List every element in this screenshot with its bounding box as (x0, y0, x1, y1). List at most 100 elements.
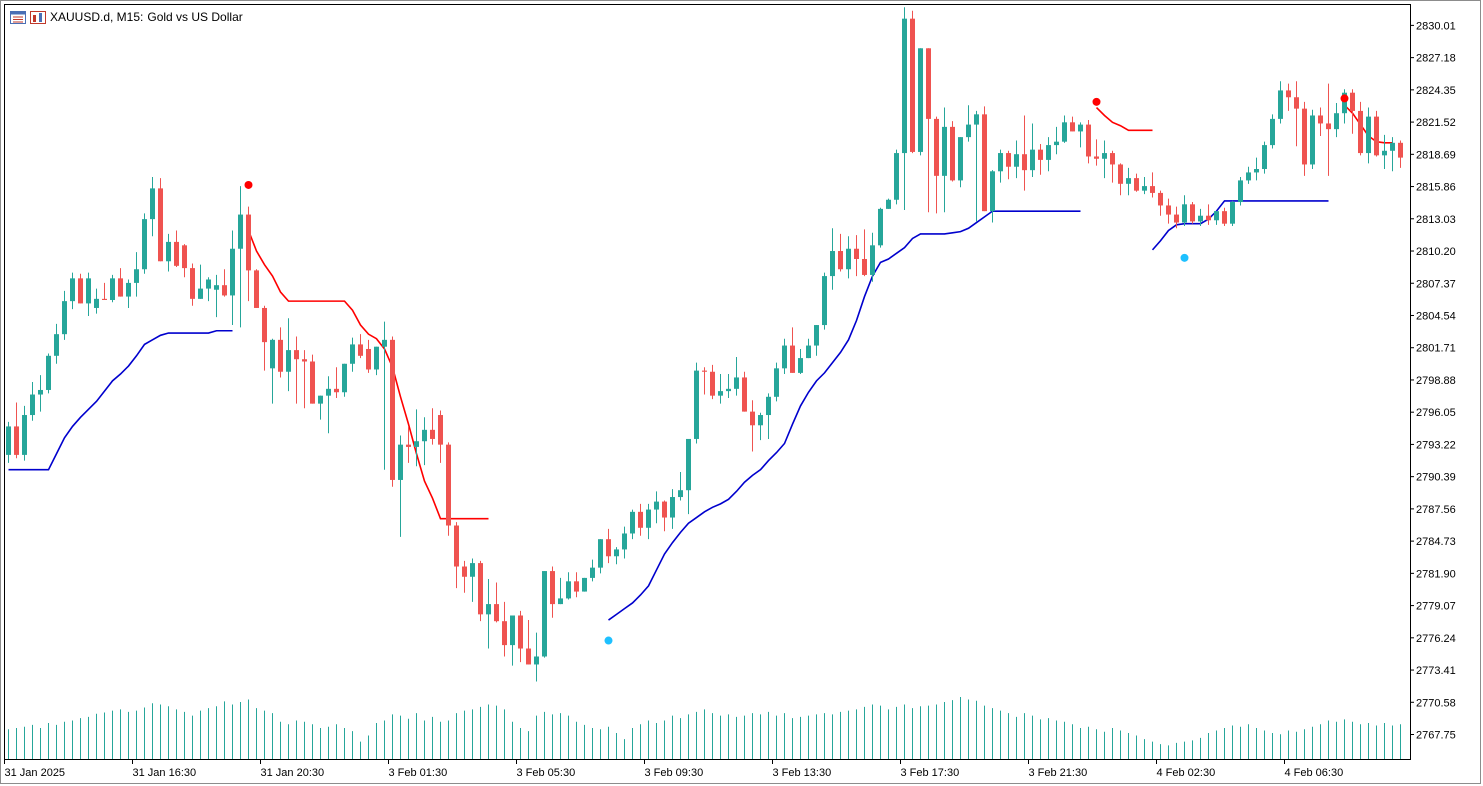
candle-body (166, 241, 171, 262)
candle-body (1382, 150, 1387, 156)
candle (878, 207, 883, 248)
candle-body (214, 285, 219, 290)
price-tick-label: 2790.39 (1416, 472, 1456, 484)
candle-body (646, 509, 651, 528)
time-tick-label: 3 Feb 09:30 (645, 767, 704, 779)
candle (862, 229, 867, 277)
candle-body (78, 278, 83, 304)
candle-body (1046, 145, 1051, 160)
candle-body (1294, 97, 1299, 109)
price-tick-label: 2781.90 (1416, 568, 1456, 580)
chart-window-icon[interactable] (10, 10, 26, 24)
price-tick-label: 2813.03 (1416, 214, 1456, 226)
candle (526, 620, 531, 665)
candle-body (134, 269, 139, 283)
price-tick-label: 2821.52 (1416, 117, 1456, 129)
candle (590, 559, 595, 582)
candle-body (942, 126, 947, 176)
time-tick-label: 3 Feb 01:30 (389, 767, 448, 779)
candle (46, 353, 51, 394)
candle (214, 274, 219, 318)
signal-dots (244, 94, 1349, 645)
candle (158, 178, 163, 262)
candle (1126, 167, 1131, 196)
candle-body (38, 389, 43, 395)
price-tick-label: 2767.75 (1416, 730, 1456, 742)
candle (638, 503, 643, 536)
candle-body (1086, 124, 1091, 157)
candle-body (694, 370, 699, 439)
candle-body (582, 577, 587, 592)
sar-lower-line (8, 329, 233, 471)
sell-signal-dot (244, 180, 253, 189)
candle (1318, 107, 1323, 136)
price-tick-label: 2807.37 (1416, 278, 1456, 290)
candle-body (638, 511, 643, 528)
candle-body (486, 604, 491, 615)
candle (1078, 122, 1083, 148)
candle (1190, 202, 1195, 224)
plot-area[interactable] (4, 4, 1411, 760)
candle (1182, 195, 1187, 226)
candle-body (1206, 215, 1211, 221)
time-tick-label: 4 Feb 06:30 (1285, 767, 1344, 779)
candle (1254, 157, 1259, 181)
candle-body (870, 245, 875, 275)
price-tick-label: 2818.69 (1416, 149, 1456, 161)
candle-body (94, 298, 99, 308)
candle (934, 116, 939, 214)
time-tick-label: 3 Feb 17:30 (901, 767, 960, 779)
candle-body (1030, 149, 1035, 171)
candle-body (838, 251, 843, 270)
price-tick-label: 2798.88 (1416, 375, 1456, 387)
candle (1358, 101, 1363, 156)
candle (94, 288, 99, 314)
buy-signal-dot (604, 636, 613, 645)
time-tick-label: 31 Jan 2025 (5, 767, 66, 779)
candle-body (54, 334, 59, 356)
candle (854, 235, 859, 277)
candle-body (422, 429, 427, 442)
candle-body (302, 359, 307, 362)
candle (814, 325, 819, 356)
candle-body (878, 208, 883, 246)
candle-body (1150, 186, 1155, 193)
candle (894, 149, 899, 205)
candle (150, 176, 155, 237)
candle-body (510, 615, 515, 646)
candle (1198, 208, 1203, 226)
candle-body (1062, 122, 1067, 142)
sell-signal-dot (1092, 97, 1101, 106)
candle (558, 577, 563, 605)
candle (750, 400, 755, 452)
candle-body (206, 279, 211, 289)
candle-body (550, 571, 555, 605)
candle-body (1278, 90, 1283, 119)
candle-body (518, 615, 523, 649)
candle (846, 236, 851, 279)
candle (1366, 107, 1371, 164)
time-axis: 31 Jan 2025 31 Jan 16:30 31 Jan 20:30 3 Feb… (4, 759, 1344, 779)
candle (430, 408, 435, 445)
time-tick-label: 31 Jan 20:30 (261, 767, 325, 779)
candle-body (1350, 92, 1355, 111)
candle (222, 269, 227, 297)
candle-body (534, 656, 539, 665)
candle-body (446, 444, 451, 526)
candle-body (918, 48, 923, 152)
candle-body (790, 345, 795, 373)
candle (318, 395, 323, 420)
candle-body (502, 621, 507, 646)
candle (1110, 150, 1115, 183)
candle (1030, 123, 1035, 177)
candle-body (342, 363, 347, 393)
candle-body (278, 339, 283, 372)
candle-body (1342, 92, 1347, 114)
candle-body (1390, 142, 1395, 151)
candle (534, 632, 539, 682)
chart-properties-icon[interactable] (30, 10, 46, 24)
candle (54, 323, 59, 364)
candle (486, 579, 491, 649)
candle (1270, 114, 1275, 149)
candle (6, 421, 11, 463)
